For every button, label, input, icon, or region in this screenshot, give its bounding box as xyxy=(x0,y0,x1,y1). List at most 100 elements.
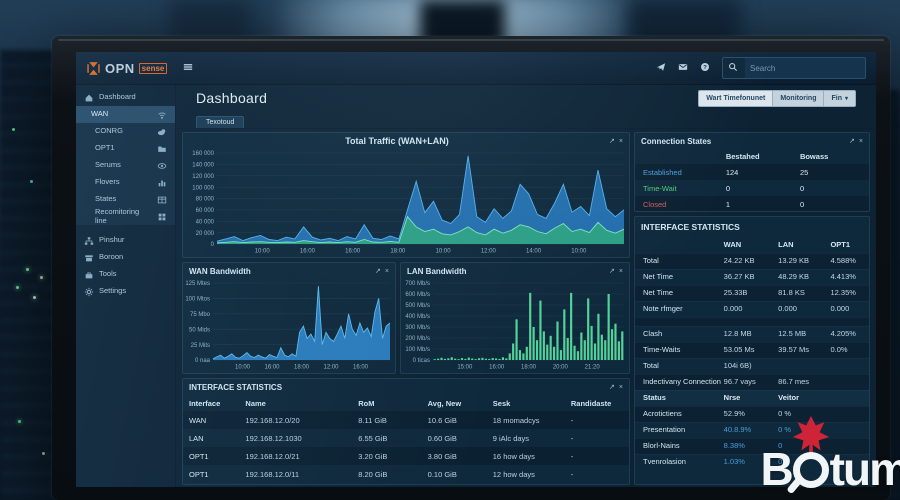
total-traffic-panel: Total Traffic (WAN+LAN) ↗ × 160 000 140 0… xyxy=(182,132,630,258)
help-icon[interactable]: ? xyxy=(700,62,712,74)
table-cell[interactable]: 0 % xyxy=(778,425,792,435)
search-input[interactable] xyxy=(745,63,865,73)
spacer-row xyxy=(635,317,869,326)
led-light xyxy=(26,268,29,271)
panel-title: Total Traffic (WAN+LAN) xyxy=(345,136,449,146)
table-cell[interactable]: 40.8.9% xyxy=(723,425,752,435)
led-light xyxy=(12,128,15,131)
svg-text:10:00: 10:00 xyxy=(255,249,271,255)
sidebar-item-dashboard[interactable]: Dashboard xyxy=(76,89,175,106)
table-cell: 16 how days xyxy=(492,451,535,461)
table-row: Status Nrse Veitor xyxy=(635,390,869,406)
dashboard-content: Total Traffic (WAN+LAN) ↗ × 160 000 140 0… xyxy=(176,129,876,487)
grid-icon xyxy=(157,212,167,222)
send-icon[interactable] xyxy=(656,62,668,74)
sidebar-item-pinshur[interactable]: Pinshur xyxy=(76,232,175,249)
panel-header: INTERFACE STATISTICS ↗ × xyxy=(183,379,629,395)
left-column: Total Traffic (WAN+LAN) ↗ × 160 000 140 0… xyxy=(182,132,630,485)
menu-icon[interactable] xyxy=(183,62,195,74)
sidebar-item-serums[interactable]: Serums xyxy=(76,157,175,174)
table-cell: 96.7 vays xyxy=(723,377,756,387)
close-icon[interactable]: × xyxy=(618,137,623,145)
led-light xyxy=(30,180,33,183)
interface-statistics-side-panel: INTERFACE STATISTICS WAN LAN OPT1 Total 24.2… xyxy=(634,216,870,485)
sidebar-item-wan[interactable]: WAN xyxy=(76,106,175,123)
sidebar-item-tools[interactable]: Tools xyxy=(76,266,175,283)
expand-icon[interactable]: ↗ xyxy=(849,137,855,145)
table-cell: 124 xyxy=(725,167,739,177)
table-cell: 13.29 KB xyxy=(778,256,810,266)
table-cell: Presentation xyxy=(643,425,686,435)
sidebar-item-opt1[interactable]: OPT1 xyxy=(76,140,175,157)
sidebar-item-states[interactable]: States xyxy=(76,191,175,208)
expand-icon[interactable]: ↗ xyxy=(609,267,615,275)
expand-icon[interactable]: ↗ xyxy=(375,267,381,275)
svg-text:100 Mtos: 100 Mtos xyxy=(185,297,210,303)
table-cell: Indectivany Connection xyxy=(643,377,721,387)
monitoring-button[interactable]: Monitoring xyxy=(772,89,824,107)
led-light xyxy=(18,420,21,423)
table-cell: Tvenrolasion xyxy=(643,457,686,467)
search-box xyxy=(722,57,866,79)
table-cell[interactable]: 0 xyxy=(778,457,783,467)
table-row: OPT1 192.168.12.0/11 8.20 GiB 0.10 GiB 12 ho… xyxy=(183,465,629,483)
svg-text:25 Mits: 25 Mits xyxy=(191,343,210,349)
table-cell: 4.205% xyxy=(830,329,856,339)
svg-text:700 Mb/s: 700 Mb/s xyxy=(405,281,430,287)
table-header-row: Interface Name RoM Avg, New Sesk Randidaste xyxy=(183,395,629,411)
svg-text:18:00: 18:00 xyxy=(521,365,537,371)
tools-icon xyxy=(84,270,94,280)
close-icon[interactable]: × xyxy=(384,267,389,275)
sidebar-item-flovers[interactable]: Flovers xyxy=(76,174,175,191)
search-icon[interactable] xyxy=(723,58,745,78)
svg-text:20 000: 20 000 xyxy=(196,231,215,237)
table-row: Total 24.22 KB 13.29 KB 4.588% xyxy=(635,253,869,269)
tab-texotoud[interactable]: Texotoud xyxy=(196,116,245,128)
mail-icon[interactable] xyxy=(678,62,690,74)
svg-text:20:00: 20:00 xyxy=(553,365,569,371)
table-cell[interactable]: 1.03% xyxy=(723,457,745,467)
sidebar-item-conrg[interactable]: CONRG xyxy=(76,123,175,140)
table-cell[interactable]: 0 xyxy=(778,441,783,451)
sidebar-item-recomitoring-line[interactable]: Recomitoring line xyxy=(76,208,175,225)
table-cell: 12.8 MB xyxy=(723,329,752,339)
led-light xyxy=(42,452,45,455)
table-row: Established 124 25 xyxy=(635,164,869,180)
table-cell: Clash xyxy=(643,329,663,339)
opnsense-logo[interactable]: OPN sense xyxy=(86,61,168,76)
table-cell[interactable]: 8.38% xyxy=(723,441,745,451)
tab-bar: Texotoud xyxy=(176,111,876,129)
table-cell: 36.27 KB xyxy=(723,272,755,282)
table-cell: 9 iAlc days xyxy=(492,433,530,443)
svg-text:125 Mtes: 125 Mtes xyxy=(185,281,210,287)
table-cell: Avg, New xyxy=(427,398,462,408)
close-icon[interactable]: × xyxy=(618,383,623,391)
led-light xyxy=(33,296,36,299)
sidebar-item-label: Tools xyxy=(99,269,117,279)
table-cell: 4.413% xyxy=(830,272,856,282)
table-cell: 12.5 MB xyxy=(778,329,807,339)
maple-leaf-icon xyxy=(792,416,830,458)
table-row: Net Time 25.33B 81.8 KS 12.35% xyxy=(635,285,869,301)
svg-text:160 000: 160 000 xyxy=(192,151,214,157)
chart-icon xyxy=(157,178,167,188)
sidebar-item-settings[interactable]: Settings xyxy=(76,283,175,300)
close-icon[interactable]: × xyxy=(858,137,863,145)
table-cell: 0 xyxy=(725,183,730,193)
table-cell: Closed xyxy=(643,199,667,209)
home-icon xyxy=(84,93,94,103)
close-icon[interactable]: × xyxy=(618,267,623,275)
fin-dropdown-button[interactable]: Fin ▾ xyxy=(823,89,856,107)
wan-bandwidth-chart: 125 Mtes 100 Mtos 75 Mbo 50 Mids 25 Mits 0 na… xyxy=(183,279,395,371)
sidebar-item-label: Pinshur xyxy=(99,235,125,245)
sidebar-item-boroon[interactable]: Boroon xyxy=(76,249,175,266)
table-cell: 10.6 GiB xyxy=(427,415,457,425)
page-title: Dashboard xyxy=(196,90,268,106)
table-cell: 0.60 GiB xyxy=(427,433,457,443)
lan-bandwidth-panel: LAN Bandwidth ↗ × 700 Mb/s 600 Mb/s 500 Mb… xyxy=(400,262,630,374)
table-cell: Nrse xyxy=(723,393,741,403)
expand-icon[interactable]: ↗ xyxy=(609,383,615,391)
expand-icon[interactable]: ↗ xyxy=(609,137,615,145)
wart-timefonunet-button[interactable]: Wart Timefonunet xyxy=(698,89,773,107)
